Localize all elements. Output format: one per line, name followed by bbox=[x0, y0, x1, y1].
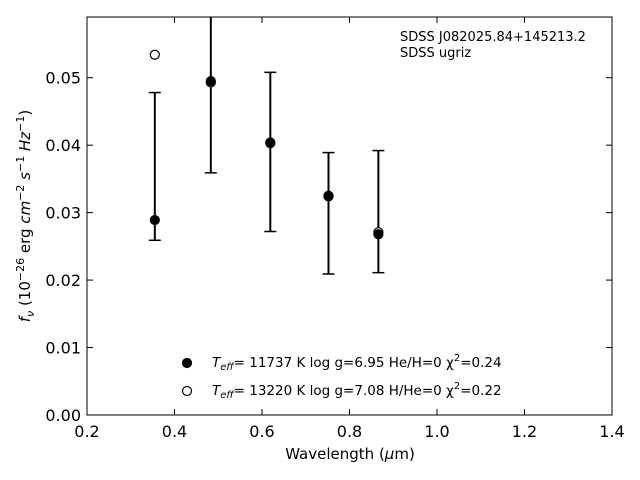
survey-annotation: SDSS ugriz bbox=[400, 46, 471, 61]
y-tick-label: 0.05 bbox=[45, 69, 81, 88]
y-tick-label: 0.03 bbox=[45, 204, 81, 223]
svg-text:fν (10−26 erg cm−2 s−1 Hz−1): fν (10−26 erg cm−2 s−1 Hz−1) bbox=[14, 110, 37, 323]
x-axis: 0.2 0.4 0.6 0.8 1.0 1.2 1.4 bbox=[74, 17, 625, 441]
y-tick-label: 0.04 bbox=[45, 136, 81, 155]
legend-entry-1: Teff= 13220 K log g=7.08 H/He=0 χ2=0.22 bbox=[212, 381, 502, 401]
legend-marker-open bbox=[181, 385, 193, 397]
x-tick-label: 1.4 bbox=[599, 422, 624, 441]
x-tick-label: 0.8 bbox=[337, 422, 362, 441]
data-point-filled bbox=[205, 75, 216, 87]
y-axis: 0.00 0.01 0.02 0.03 0.04 0.05 bbox=[45, 69, 612, 425]
x-tick-label: 1.0 bbox=[424, 422, 449, 441]
x-tick-label: 0.4 bbox=[162, 422, 187, 441]
y-tick-label: 0.01 bbox=[45, 339, 81, 358]
y-tick-label: 0.02 bbox=[45, 271, 81, 290]
x-axis-label: Wavelength (μm) bbox=[285, 445, 415, 463]
x-tick-label: 0.2 bbox=[74, 422, 99, 441]
y-axis-label: fν (10−26 erg cm−2 s−1 Hz−1) bbox=[14, 110, 37, 323]
x-tick-label: 0.6 bbox=[249, 422, 274, 441]
data-point-filled bbox=[265, 138, 276, 149]
data-point-filled bbox=[373, 229, 384, 240]
legend-entry-0: Teff= 11737 K log g=6.95 He/H=0 χ2=0.24 bbox=[212, 353, 502, 373]
legend-marker-filled bbox=[181, 357, 193, 369]
data-point-filled bbox=[323, 191, 334, 202]
data-point-open bbox=[149, 49, 160, 60]
object-annotation: SDSS J082025.84+145213.2 bbox=[400, 30, 586, 45]
legend: Teff= 11737 K log g=6.95 He/H=0 χ2=0.24 … bbox=[181, 353, 502, 401]
y-tick-label: 0.00 bbox=[45, 406, 81, 425]
x-tick-label: 1.2 bbox=[512, 422, 537, 441]
marker-group bbox=[149, 49, 384, 240]
errorbar-group bbox=[148, 17, 385, 275]
data-point-filled bbox=[149, 214, 160, 226]
